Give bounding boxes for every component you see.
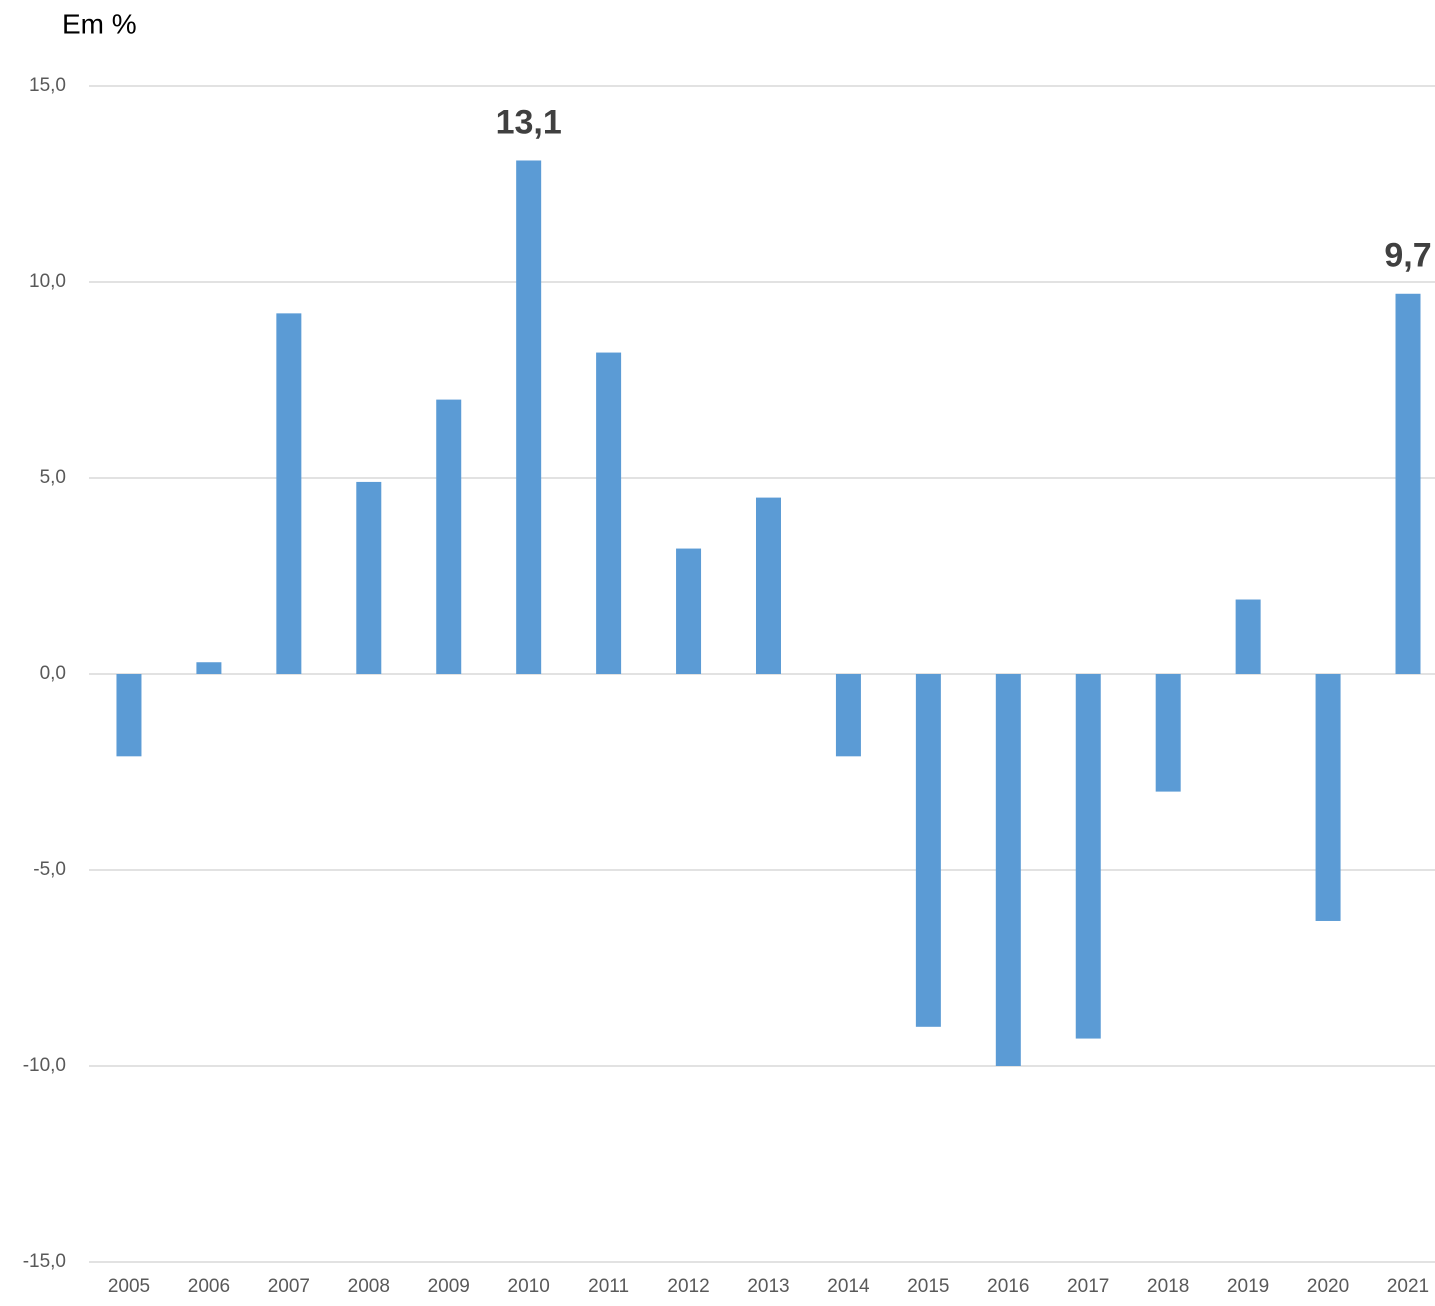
x-tick-label: 2016 bbox=[987, 1276, 1029, 1297]
y-tick-label: 15,0 bbox=[29, 75, 66, 96]
y-tick-label: 10,0 bbox=[29, 271, 66, 292]
bar bbox=[835, 674, 861, 757]
y-tick-label: -10,0 bbox=[23, 1055, 66, 1076]
x-tick-label: 2015 bbox=[907, 1276, 949, 1297]
bar bbox=[1235, 599, 1261, 674]
bar bbox=[1155, 674, 1181, 792]
x-tick-label: 2018 bbox=[1147, 1276, 1189, 1297]
bar bbox=[1395, 293, 1421, 674]
x-tick-label: 2006 bbox=[188, 1276, 230, 1297]
x-tick-label: 2021 bbox=[1387, 1276, 1429, 1297]
bar bbox=[1315, 674, 1341, 921]
y-tick-label: -5,0 bbox=[33, 859, 66, 880]
bar bbox=[116, 674, 142, 757]
bar bbox=[755, 497, 781, 674]
x-tick-label: 2008 bbox=[348, 1276, 390, 1297]
data-label: 13,1 bbox=[496, 103, 562, 141]
x-tick-label: 2005 bbox=[108, 1276, 150, 1297]
bar bbox=[356, 481, 382, 674]
x-tick-label: 2014 bbox=[827, 1276, 870, 1297]
x-tick-label: 2010 bbox=[508, 1276, 550, 1297]
y-tick-label: 5,0 bbox=[40, 467, 66, 488]
bar bbox=[276, 313, 302, 674]
x-tick-label: 2013 bbox=[747, 1276, 789, 1297]
x-tick-label: 2020 bbox=[1307, 1276, 1349, 1297]
bar bbox=[516, 160, 542, 675]
bar bbox=[995, 674, 1021, 1066]
data-label: 9,7 bbox=[1384, 237, 1431, 275]
bar bbox=[676, 548, 702, 674]
y-axis-label: Em % bbox=[62, 8, 137, 39]
x-tick-label: 2017 bbox=[1067, 1276, 1109, 1297]
bar bbox=[915, 674, 941, 1027]
x-tick-label: 2019 bbox=[1227, 1276, 1269, 1297]
x-tick-label: 2007 bbox=[268, 1276, 310, 1297]
bar bbox=[596, 352, 622, 674]
y-tick-label: 0,0 bbox=[40, 663, 66, 684]
y-tick-label: -15,0 bbox=[23, 1251, 66, 1272]
bar bbox=[196, 662, 222, 674]
bar bbox=[436, 399, 462, 674]
x-tick-label: 2009 bbox=[428, 1276, 470, 1297]
bar bbox=[1075, 674, 1101, 1039]
x-tick-label: 2012 bbox=[667, 1276, 709, 1297]
x-tick-label: 2011 bbox=[588, 1276, 629, 1297]
